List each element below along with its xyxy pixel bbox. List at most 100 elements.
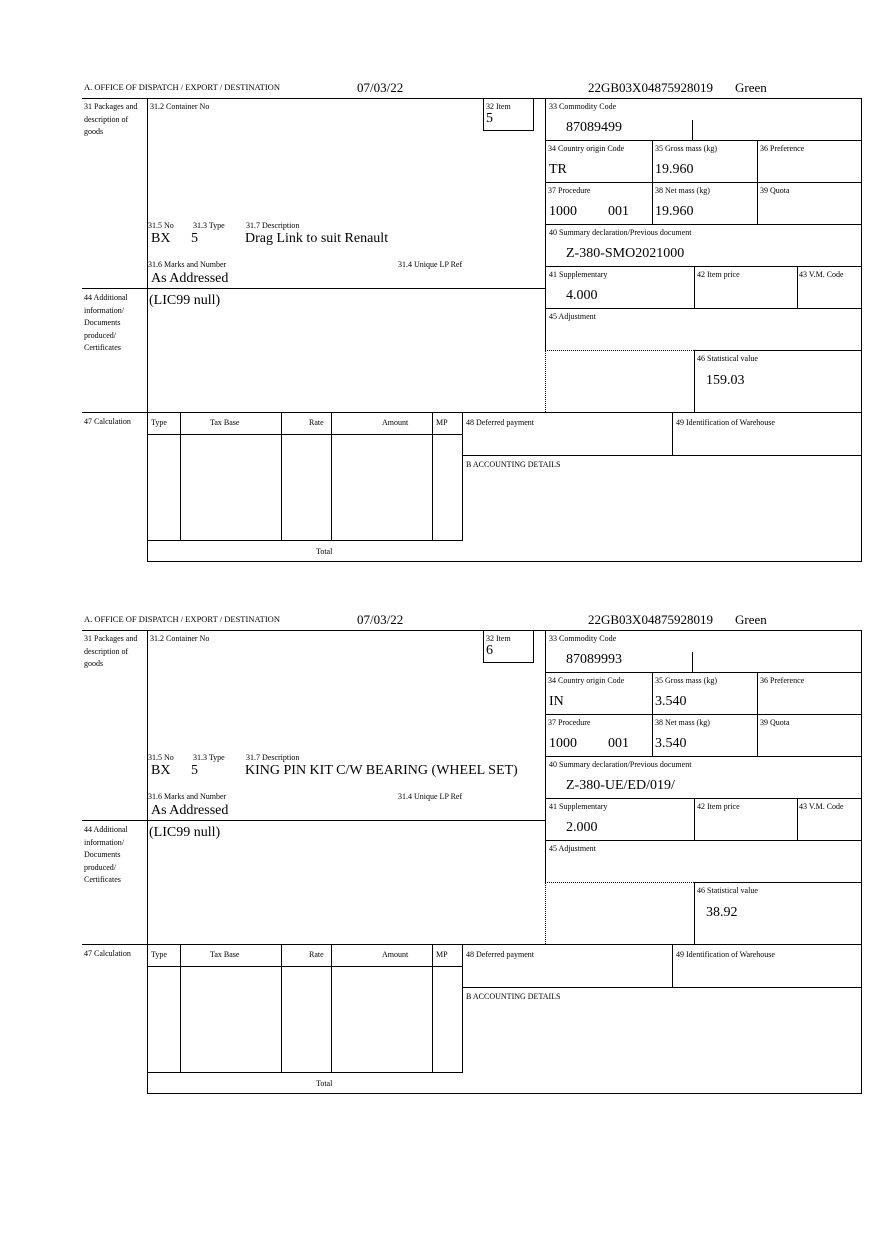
divider bbox=[545, 224, 862, 225]
marks-label: 31.6 Marks and Number bbox=[148, 792, 227, 801]
declaration-date: 07/03/22 bbox=[357, 612, 404, 627]
calc-type-header: Type bbox=[151, 950, 167, 959]
divider bbox=[281, 412, 282, 540]
divider bbox=[757, 140, 758, 224]
gross-mass-label: 35 Gross mass (kg) bbox=[655, 676, 717, 685]
type-label: 31.3 Type bbox=[193, 753, 225, 762]
previous-document: Z-380-SMO2021000 bbox=[566, 246, 685, 261]
gross-mass: 3.540 bbox=[655, 694, 687, 709]
divider bbox=[861, 630, 862, 1093]
supplementary-label: 41 Supplementary bbox=[549, 270, 608, 279]
declaration-reference: 22GB03X04875928019 bbox=[588, 80, 713, 95]
divider bbox=[545, 308, 862, 309]
vm-code-label: 43 V.M. Code bbox=[799, 270, 844, 279]
divider bbox=[694, 882, 695, 944]
declaration-date: 07/03/22 bbox=[357, 80, 404, 95]
deferred-payment-label: 48 Deferred payment bbox=[466, 418, 534, 427]
additional-info-value: (LIC99 null) bbox=[149, 293, 221, 308]
supplementary-value: 2.000 bbox=[566, 820, 598, 835]
dotted-divider bbox=[545, 882, 546, 944]
item-label: 32 Item bbox=[486, 102, 511, 111]
declaration-reference: 22GB03X04875928019 bbox=[588, 612, 713, 627]
divider bbox=[545, 798, 862, 799]
divider bbox=[545, 756, 862, 757]
divider bbox=[652, 672, 653, 756]
divider bbox=[82, 630, 862, 631]
divider bbox=[672, 944, 673, 987]
divider bbox=[694, 798, 695, 840]
marks-value: As Addressed bbox=[151, 271, 229, 286]
divider bbox=[180, 944, 181, 1072]
warehouse-label: 49 Identification of Warehouse bbox=[676, 950, 775, 959]
divider bbox=[545, 840, 862, 841]
divider bbox=[545, 672, 862, 673]
divider bbox=[462, 944, 463, 1072]
mp-header: MP bbox=[436, 418, 448, 427]
divider bbox=[694, 266, 695, 308]
procedure-code: 1000 bbox=[549, 204, 577, 219]
rate-header: Rate bbox=[309, 950, 324, 959]
divider bbox=[462, 412, 463, 540]
accounting-details-label: B ACCOUNTING DETAILS bbox=[466, 992, 561, 1001]
item-price-label: 42 Item price bbox=[697, 802, 740, 811]
item-price-label: 42 Item price bbox=[697, 270, 740, 279]
divider bbox=[82, 944, 862, 945]
divider bbox=[82, 820, 546, 821]
divider bbox=[147, 1093, 862, 1094]
container-label: 31.2 Container No bbox=[150, 634, 210, 643]
divider bbox=[147, 561, 862, 562]
item-label: 32 Item bbox=[486, 634, 511, 643]
calculation-label: 47 Calculation bbox=[84, 949, 131, 958]
summary-label: 40 Summary declaration/Previous document bbox=[549, 228, 692, 237]
goods-item-block: A. OFFICE OF DISPATCH / EXPORT / DESTINA… bbox=[0, 612, 882, 1094]
divider bbox=[180, 412, 181, 540]
divider bbox=[652, 140, 653, 224]
unique-lp-label: 31.4 Unique LP Ref bbox=[398, 792, 463, 801]
commodity-label: 33 Commodity Code bbox=[549, 634, 617, 643]
no-label: 31.5 No bbox=[148, 221, 174, 230]
warehouse-label: 49 Identification of Warehouse bbox=[676, 418, 775, 427]
rate-header: Rate bbox=[309, 418, 324, 427]
statistical-value: 38.92 bbox=[706, 905, 738, 920]
package-count: 5 bbox=[191, 763, 198, 778]
quota-label: 39 Quota bbox=[760, 718, 790, 727]
divider bbox=[82, 98, 862, 99]
divider bbox=[694, 350, 695, 412]
divider bbox=[692, 120, 693, 140]
procedure-additional: 001 bbox=[608, 736, 629, 751]
divider bbox=[147, 434, 463, 435]
item-box: 32 Item 5 bbox=[483, 98, 534, 131]
package-count: 5 bbox=[191, 231, 198, 246]
unique-lp-label: 31.4 Unique LP Ref bbox=[398, 260, 463, 269]
vm-code-label: 43 V.M. Code bbox=[799, 802, 844, 811]
route-status: Green bbox=[735, 80, 767, 95]
divider bbox=[672, 412, 673, 455]
additional-info-label: 44 Additional information/ Documents pro… bbox=[84, 825, 128, 884]
amount-header: Amount bbox=[382, 418, 409, 427]
divider bbox=[462, 455, 862, 456]
previous-document: Z-380-UE/ED/019/ bbox=[566, 778, 675, 793]
accounting-details-label: B ACCOUNTING DETAILS bbox=[466, 460, 561, 469]
goods-description: KING PIN KIT C/W BEARING (WHEEL SET) bbox=[245, 763, 518, 778]
country-origin: IN bbox=[549, 694, 564, 709]
divider bbox=[82, 288, 546, 289]
divider bbox=[694, 882, 862, 883]
packages-label: 31 Packages and description of goods bbox=[84, 634, 138, 668]
tax-base-header: Tax Base bbox=[210, 418, 240, 427]
tax-base-header: Tax Base bbox=[210, 950, 240, 959]
total-label: Total bbox=[316, 547, 333, 556]
statistical-value: 159.03 bbox=[706, 373, 745, 388]
marks-value: As Addressed bbox=[151, 803, 229, 818]
gross-mass-label: 35 Gross mass (kg) bbox=[655, 144, 717, 153]
item-number: 5 bbox=[486, 111, 493, 126]
goods-item-block: A. OFFICE OF DISPATCH / EXPORT / DESTINA… bbox=[0, 80, 882, 562]
procedure-code: 1000 bbox=[549, 736, 577, 751]
divider bbox=[797, 798, 798, 840]
summary-label: 40 Summary declaration/Previous document bbox=[549, 760, 692, 769]
additional-info-label: 44 Additional information/ Documents pro… bbox=[84, 293, 128, 352]
description-label: 31.7 Description bbox=[246, 753, 300, 762]
divider bbox=[147, 98, 148, 561]
divider bbox=[147, 630, 148, 1093]
adjustment-label: 45 Adjustment bbox=[549, 844, 596, 853]
divider bbox=[331, 944, 332, 1072]
